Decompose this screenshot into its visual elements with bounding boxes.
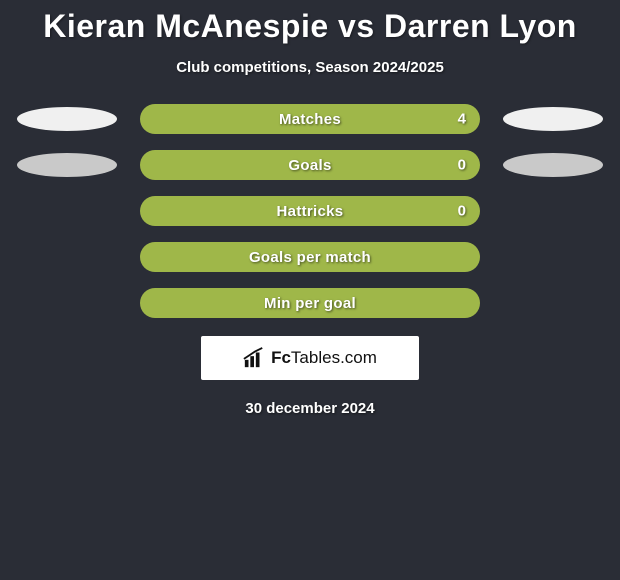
stat-label: Matches — [279, 111, 341, 128]
page-title: Kieran McAnespie vs Darren Lyon — [0, 0, 620, 45]
stat-label: Min per goal — [264, 295, 356, 312]
stat-value: 0 — [458, 203, 466, 220]
left-oval — [16, 106, 118, 132]
page-subtitle: Club competitions, Season 2024/2025 — [0, 59, 620, 76]
stat-row: Goals per match — [0, 242, 620, 272]
logo-suffix: Tables.com — [291, 348, 377, 367]
logo-badge: FcTables.com — [201, 336, 419, 380]
right-oval — [502, 106, 604, 132]
stat-row: Hattricks 0 — [0, 196, 620, 226]
stat-bar: Matches 4 — [140, 104, 480, 134]
logo-prefix: Fc — [271, 348, 291, 367]
stat-value: 0 — [458, 157, 466, 174]
right-oval — [502, 152, 604, 178]
stat-label: Goals per match — [249, 249, 371, 266]
stat-bar: Goals per match — [140, 242, 480, 272]
stat-bar: Goals 0 — [140, 150, 480, 180]
stat-row: Goals 0 — [0, 150, 620, 180]
date-label: 30 december 2024 — [0, 400, 620, 417]
stats-container: Matches 4 Goals 0 Hattricks 0 Goals per … — [0, 104, 620, 318]
stat-value: 4 — [458, 111, 466, 128]
logo-text: FcTables.com — [271, 348, 377, 368]
bar-chart-icon — [243, 347, 265, 369]
stat-row: Matches 4 — [0, 104, 620, 134]
left-oval — [16, 152, 118, 178]
stat-label: Hattricks — [277, 203, 344, 220]
stat-bar: Hattricks 0 — [140, 196, 480, 226]
stat-row: Min per goal — [0, 288, 620, 318]
stat-label: Goals — [288, 157, 331, 174]
stat-bar: Min per goal — [140, 288, 480, 318]
